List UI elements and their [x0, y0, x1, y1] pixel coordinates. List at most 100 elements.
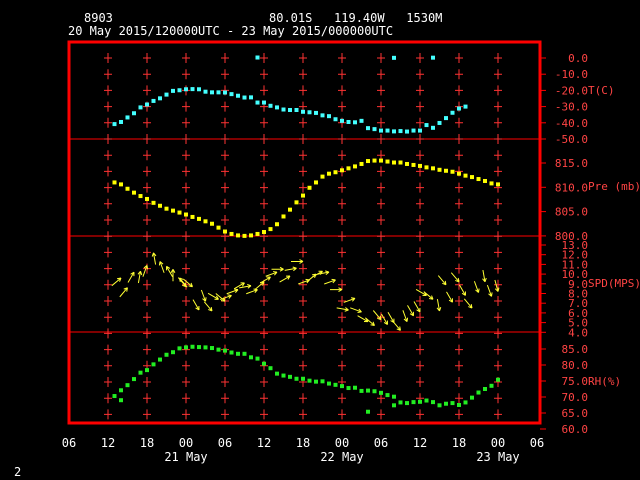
wind-arrow: [111, 277, 122, 287]
temperature-point: [294, 108, 299, 113]
pressure-point: [288, 207, 292, 212]
humidity-point: [184, 345, 188, 350]
grid-cross: [182, 69, 190, 80]
grid-cross: [338, 279, 346, 290]
temperature-point: [307, 110, 312, 115]
grid-crosses: [69, 53, 540, 420]
grid-cross: [182, 247, 190, 258]
wind-arrow: [381, 313, 388, 325]
grid-cross: [338, 231, 346, 242]
wind-arrow: [279, 275, 291, 283]
pressure-point: [281, 214, 286, 219]
grid-cross: [377, 53, 385, 63]
humidity-point: [171, 350, 175, 355]
grid-cross: [494, 247, 502, 258]
humidity-point: [340, 384, 344, 389]
grid-cross: [260, 263, 268, 274]
grid-cross: [494, 409, 502, 420]
pressure-point: [307, 185, 312, 190]
grid-cross: [221, 166, 229, 177]
y-tick-label: 85.0: [562, 343, 589, 356]
grid-cross: [299, 166, 307, 177]
grid-cross: [221, 409, 229, 420]
pressure-point: [353, 164, 357, 169]
temperature-point: [320, 113, 325, 118]
grid-cross: [260, 150, 268, 161]
y-tick-label: -20.0: [555, 84, 588, 97]
pressure-point: [184, 212, 188, 217]
y-tick-label: 8.0: [568, 288, 588, 301]
grid-cross: [182, 312, 190, 323]
pressure-point: [489, 181, 494, 186]
grid-cross: [416, 182, 424, 193]
grid-cross: [377, 117, 385, 128]
grid-cross: [494, 166, 502, 177]
grid-cross: [221, 215, 229, 225]
pressure-point: [359, 161, 364, 166]
grid-cross: [143, 344, 151, 355]
grid-cross: [104, 263, 112, 274]
temperature-point: [431, 55, 435, 60]
humidity-point: [489, 383, 494, 388]
humidity-point: [268, 366, 273, 371]
pressure-point: [177, 210, 182, 215]
grid-cross: [182, 231, 190, 242]
grid-cross: [416, 409, 424, 420]
wind-arrow: [207, 292, 219, 300]
grid-cross: [299, 296, 307, 306]
grid-cross: [416, 150, 424, 161]
pressure-point: [314, 180, 318, 185]
time-range: 20 May 2015/120000UTC - 23 May 2015/0000…: [68, 24, 394, 38]
grid-cross: [455, 296, 463, 306]
pressure-point: [171, 208, 175, 213]
grid-cross: [377, 182, 385, 193]
humidity-point: [275, 371, 279, 376]
grid-cross: [416, 360, 424, 371]
grid-cross: [377, 360, 385, 371]
humidity-point: [333, 382, 338, 387]
grid-cross: [221, 328, 229, 339]
temperature-point: [288, 108, 292, 113]
grid-cross: [260, 296, 268, 306]
grid-cross: [416, 53, 424, 63]
temperature-point: [457, 106, 461, 111]
wind-arrow: [437, 275, 447, 286]
wind-arrow: [271, 266, 284, 272]
temperature-point: [450, 110, 455, 115]
grid-cross: [299, 85, 307, 96]
wind-arrow: [291, 259, 304, 264]
wind-arrow: [200, 289, 207, 302]
grid-cross: [182, 377, 190, 387]
humidity-point: [470, 395, 474, 400]
pressure-point: [450, 169, 455, 174]
grid-cross: [104, 53, 112, 63]
grid-cross: [260, 328, 268, 339]
grid-cross: [143, 312, 151, 323]
humidity-point: [262, 361, 266, 366]
humidity-point: [236, 351, 240, 356]
pressure-point: [327, 171, 331, 176]
grid-cross: [377, 150, 385, 161]
wind-arrow: [436, 299, 442, 312]
grid-cross: [494, 344, 502, 355]
humidity-point: [307, 378, 312, 383]
pressure-point: [398, 160, 403, 165]
grid-cross: [182, 296, 190, 306]
pressure-point: [255, 231, 260, 236]
grid-cross: [377, 231, 385, 242]
pressure-point: [470, 175, 474, 180]
wind-arrow: [166, 265, 173, 277]
wind-arrow: [324, 278, 336, 285]
humidity-point: [359, 388, 364, 393]
temperature-point: [151, 98, 156, 103]
grid-cross: [182, 215, 190, 225]
humidity-point: [385, 393, 390, 398]
temperature-point: [431, 125, 435, 130]
grid-cross: [143, 215, 151, 225]
humidity-point: [242, 351, 247, 356]
pressure-point: [476, 177, 481, 182]
grid-cross: [455, 377, 463, 387]
pressure-point: [164, 206, 169, 211]
grid-cross: [143, 409, 151, 420]
wind-arrow: [203, 301, 213, 312]
